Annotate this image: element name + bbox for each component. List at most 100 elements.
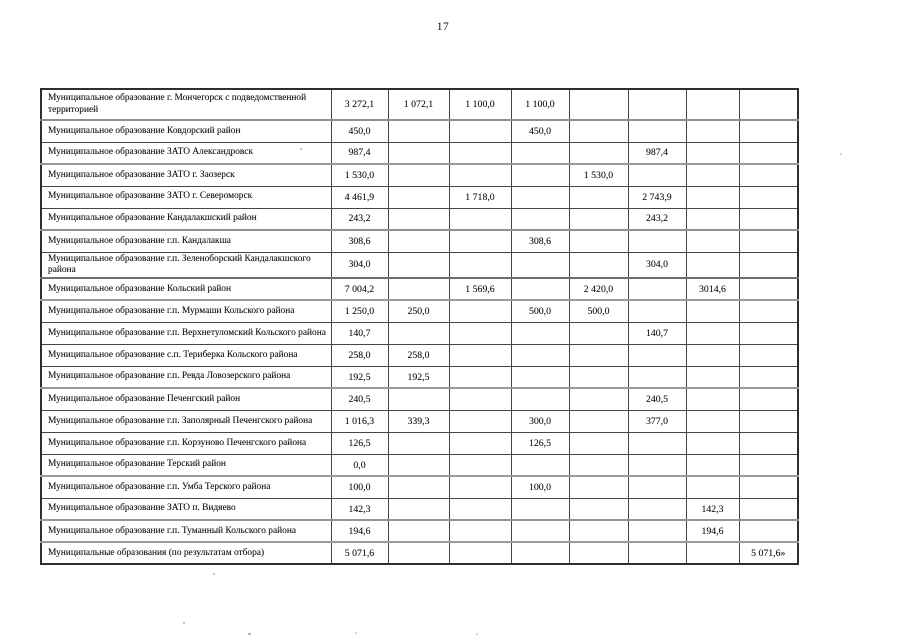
value-cell [448, 163, 512, 187]
value-cell [568, 497, 629, 522]
value-cell [685, 365, 740, 390]
value-cell [685, 119, 740, 143]
municipality-name: Муниципальное образование ЗАТО Александр… [40, 141, 332, 165]
value-cell [685, 229, 740, 253]
value-cell [738, 277, 799, 302]
value-cell: 3 272,1 [330, 88, 389, 121]
table-row: Муниципальное образование г.п. Туманный … [40, 519, 799, 544]
municipality-name: Муниципальное образование г.п. Мурмаши К… [40, 299, 332, 323]
value-cell: 1 569,6 [448, 277, 512, 302]
value-cell [627, 163, 687, 187]
value-cell: 1 718,0 [448, 185, 512, 209]
value-cell [510, 321, 570, 345]
value-cell [568, 321, 629, 345]
value-cell [568, 475, 629, 499]
value-cell [448, 475, 512, 499]
value-cell [685, 541, 740, 565]
municipality-name: Муниципальное образование Печенгский рай… [40, 387, 332, 411]
value-cell: 7 004,2 [330, 277, 389, 302]
value-cell [448, 119, 512, 143]
table-row: Муниципальное образование г.п. Корзуново… [40, 431, 799, 455]
value-cell: 339,3 [387, 409, 450, 433]
municipality-name: Муниципальное образование с.п. Териберка… [40, 343, 332, 367]
value-cell: 243,2 [330, 207, 389, 231]
value-cell: 126,5 [510, 431, 570, 455]
value-cell: 194,6 [685, 519, 740, 544]
value-cell [738, 497, 799, 522]
value-cell [448, 229, 512, 253]
table-body: Муниципальное образование г. Мончегорск … [40, 88, 799, 565]
municipality-name: Муниципальное образование Кандалакшский … [40, 207, 332, 231]
value-cell [568, 519, 629, 544]
value-cell [568, 453, 629, 478]
value-cell: 1 072,1 [387, 88, 450, 121]
value-cell [510, 497, 570, 522]
value-cell [448, 141, 512, 165]
value-cell: 500,0 [568, 299, 629, 323]
value-cell [510, 251, 570, 280]
value-cell [448, 541, 512, 565]
municipality-name: Муниципальное образование г.п. Туманный … [40, 519, 332, 544]
value-cell [627, 277, 687, 302]
municipality-name: Муниципальное образование г.п. Корзуново… [40, 431, 332, 455]
value-cell: 240,5 [627, 387, 687, 411]
value-cell [568, 541, 629, 565]
value-cell [448, 365, 512, 390]
value-cell [568, 207, 629, 231]
value-cell [627, 299, 687, 323]
value-cell [627, 119, 687, 143]
value-cell: 100,0 [330, 475, 389, 499]
value-cell: 1 100,0 [510, 88, 570, 121]
table-row: Муниципальное образование ЗАТО г. Заозер… [40, 163, 799, 187]
value-cell: 450,0 [330, 119, 389, 143]
municipality-name: Муниципальное образование г. Мончегорск … [40, 88, 332, 121]
value-cell [510, 141, 570, 165]
value-cell [387, 541, 450, 565]
municipality-name: Муниципальное образование г.п. Зеленобор… [40, 251, 332, 280]
value-cell: 100,0 [510, 475, 570, 499]
scan-speck [476, 633, 478, 635]
value-cell [627, 343, 687, 367]
value-cell [387, 475, 450, 499]
table-row: Муниципальное образование Кандалакшский … [40, 207, 799, 231]
value-cell: 377,0 [627, 409, 687, 433]
municipality-name: Муниципальные образования (по результата… [40, 541, 332, 565]
value-cell [510, 387, 570, 411]
value-cell [627, 431, 687, 455]
value-cell: 5 071,6» [738, 541, 799, 565]
value-cell [448, 207, 512, 231]
municipality-name: Муниципальное образование ЗАТО г. Заозер… [40, 163, 332, 187]
value-cell [738, 475, 799, 499]
value-cell [685, 453, 740, 478]
value-cell [387, 497, 450, 522]
value-cell [510, 207, 570, 231]
value-cell [387, 321, 450, 345]
value-cell [568, 343, 629, 367]
value-cell [510, 277, 570, 302]
table-row: Муниципальное образование г.п. Заполярны… [40, 409, 799, 433]
value-cell [510, 365, 570, 390]
value-cell [685, 207, 740, 231]
value-cell [738, 251, 799, 280]
value-cell [685, 409, 740, 433]
value-cell [685, 185, 740, 209]
value-cell [568, 365, 629, 390]
value-cell: 1 100,0 [448, 88, 512, 121]
value-cell [387, 207, 450, 231]
value-cell [738, 299, 799, 323]
table-row: Муниципальное образование ЗАТО п. Видяев… [40, 497, 799, 522]
value-cell: 304,0 [627, 251, 687, 280]
value-cell: 987,4 [627, 141, 687, 165]
table-row: Муниципальное образование ЗАТО г. Северо… [40, 185, 799, 209]
value-cell [685, 387, 740, 411]
value-cell [568, 431, 629, 455]
table-row: Муниципальное образование г.п. Мурмаши К… [40, 299, 799, 323]
value-cell: 450,0 [510, 119, 570, 143]
value-cell [568, 119, 629, 143]
value-cell [627, 475, 687, 499]
table-row: Муниципальное образование Печенгский рай… [40, 387, 799, 411]
value-cell [685, 163, 740, 187]
value-cell: 142,3 [685, 497, 740, 522]
value-cell: 987,4 [330, 141, 389, 165]
value-cell [627, 497, 687, 522]
